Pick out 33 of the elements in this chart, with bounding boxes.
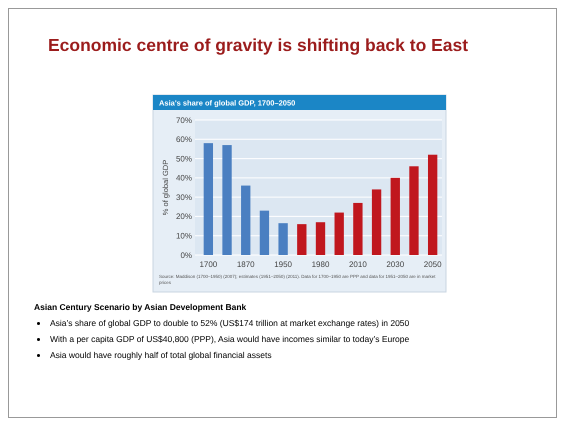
text: Asia’s share of global GDP to double to 52% (US$174 trillion at market exchange rates) in 2050 bbox=[50, 318, 410, 329]
bar bbox=[390, 178, 400, 255]
chart-title: Economic centre of gravity is shifting back to East bbox=[48, 35, 468, 55]
x-tick-label: 2010 bbox=[348, 260, 368, 269]
text: Asian Century Scenario by Asian Development Bank bbox=[34, 302, 246, 312]
bar bbox=[334, 212, 344, 255]
x-tick-label: 2050 bbox=[424, 260, 442, 269]
y-tick-label: 50% bbox=[176, 154, 192, 164]
x-tick-label: 1870 bbox=[236, 260, 256, 269]
text: Asia would have roughly half of total global financial assets bbox=[50, 350, 273, 361]
y-tick-label: 0% bbox=[180, 250, 192, 260]
bar bbox=[241, 186, 250, 255]
x-tick-label: 1950 bbox=[274, 260, 293, 269]
bar bbox=[372, 189, 382, 255]
text: With a per capita GDP of US$40,800 (PPP), Asia would have incomes similar to today’s Europe bbox=[50, 334, 410, 345]
bar bbox=[278, 223, 288, 255]
bar bbox=[316, 222, 326, 255]
bar bbox=[409, 166, 419, 255]
bar bbox=[297, 224, 306, 255]
y-tick-label: 20% bbox=[176, 212, 192, 222]
bar bbox=[353, 202, 363, 255]
y-tick-label: 10% bbox=[176, 232, 192, 241]
bar bbox=[260, 210, 270, 255]
y-tick-label: 70% bbox=[176, 116, 192, 125]
y-tick-label: 30% bbox=[176, 192, 192, 202]
x-tick-label: 1980 bbox=[312, 260, 330, 269]
bar bbox=[204, 143, 214, 255]
bar bbox=[222, 145, 232, 255]
x-tick-label: 1700 bbox=[199, 260, 218, 269]
y-tick-label: 60% bbox=[176, 135, 192, 144]
x-tick-label: 2030 bbox=[386, 260, 405, 269]
y-tick-label: 40% bbox=[176, 174, 192, 183]
bar bbox=[428, 154, 438, 255]
